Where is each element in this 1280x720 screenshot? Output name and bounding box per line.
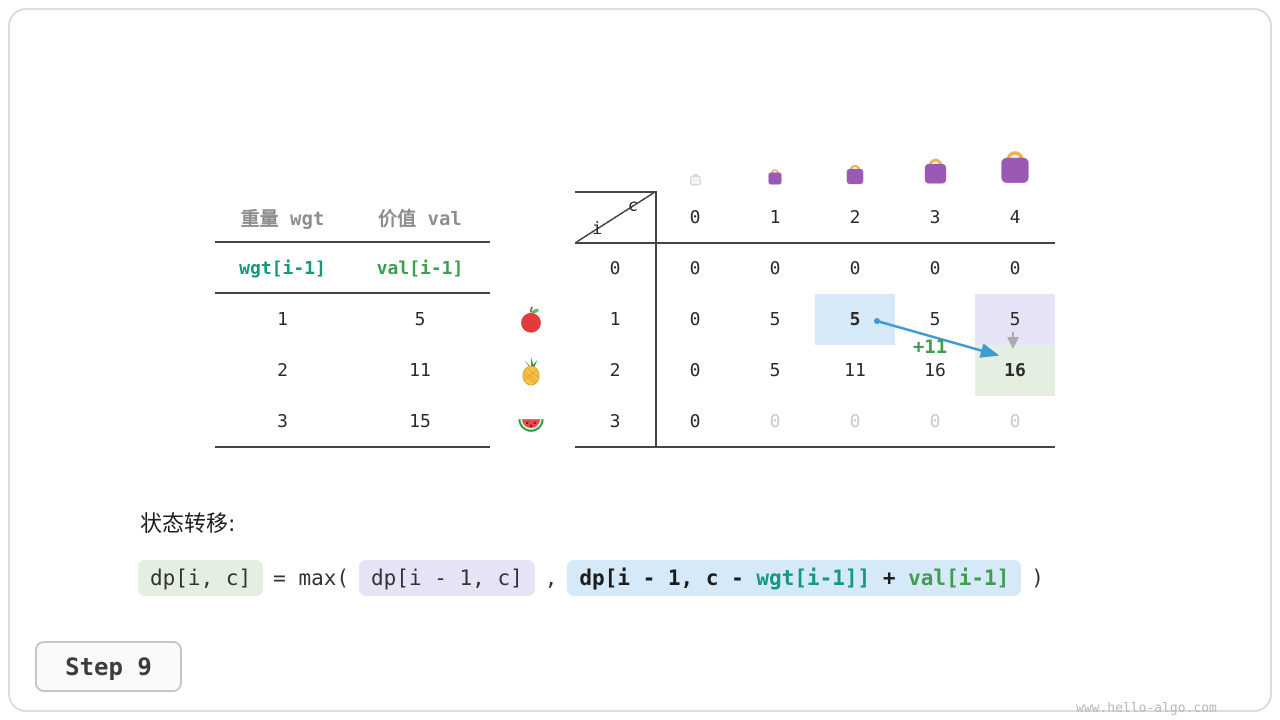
value-col-header: 价值 val	[378, 208, 462, 230]
divider	[215, 292, 490, 294]
item-weight: 1	[277, 309, 288, 330]
formula-closing: )	[1031, 566, 1044, 590]
dp-col-header: 4	[1009, 207, 1021, 228]
watermark: www.hello-algo.com	[1076, 701, 1217, 716]
dp-cell-above-highlight: 5	[975, 294, 1055, 345]
divider	[575, 191, 655, 193]
item-value: 11	[409, 360, 431, 381]
dp-cell: 5	[929, 309, 941, 330]
dp-row-label: 3	[609, 411, 621, 432]
dp-cell: 5	[769, 360, 781, 381]
dp-cell: 16	[924, 360, 946, 381]
dp-cell: 11	[844, 360, 866, 381]
dp-cell: 0	[689, 258, 701, 279]
bag-small-icon	[768, 169, 782, 185]
divider	[655, 191, 657, 447]
dp-table: c i 0 1 2 3 4 0 0 0 0 0 0 1 0 5 5 5 5 2 …	[575, 192, 1055, 447]
dp-cell: 5	[769, 309, 781, 330]
weight-col-header: 重量 wgt	[240, 208, 325, 230]
formula-option-take: dp[i - 1, c - wgt[i-1]] + val[i-1]	[567, 560, 1022, 596]
dp-col-header: 3	[929, 207, 941, 228]
corner-label-i: i	[592, 219, 603, 239]
capacity-icons-row	[655, 128, 1055, 186]
divider	[575, 242, 1055, 244]
dp-cell: 0	[929, 258, 941, 279]
dp-cell-pending: 0	[1009, 411, 1021, 432]
divider	[575, 446, 1055, 448]
dp-cell-pending: 0	[849, 411, 861, 432]
formula-take-val: val[i-1]	[908, 566, 1010, 590]
transition-formula: dp[i, c] = max( dp[i - 1, c] , dp[i - 1,…	[138, 560, 1044, 596]
divider	[215, 241, 490, 243]
formula-option-keep: dp[i - 1, c]	[359, 560, 535, 596]
val-var-label: val[i-1]	[376, 258, 464, 279]
dp-cell: 0	[689, 309, 701, 330]
dp-cell: 0	[849, 258, 861, 279]
watermelon-icon	[518, 419, 544, 432]
dp-col-header: 1	[769, 207, 781, 228]
pineapple-icon	[522, 356, 540, 386]
dp-cell: 0	[689, 360, 701, 381]
items-table: 重量 wgt 价值 val wgt[i-1] val[i-1] 1 5 2 11…	[215, 192, 490, 447]
bag-large-icon	[924, 158, 946, 184]
formula-take-wgt: wgt[i-1]]	[756, 566, 871, 590]
wgt-var-label: wgt[i-1]	[239, 258, 326, 279]
dp-cell-pending: 0	[769, 411, 781, 432]
dp-row-label: 2	[609, 360, 621, 381]
dp-row-label: 0	[609, 258, 621, 279]
dp-cell-pending: 0	[929, 411, 941, 432]
apple-icon	[521, 306, 541, 333]
step-badge: Step 9	[35, 641, 182, 692]
figure-border	[8, 8, 1272, 712]
item-weight: 3	[277, 411, 288, 432]
dp-row-label: 1	[609, 309, 621, 330]
dp-cell-source-highlight: 5	[815, 294, 895, 345]
dp-cell: 0	[769, 258, 781, 279]
formula-operator: = max(	[273, 566, 350, 590]
bag-empty-icon	[689, 174, 701, 186]
dp-cell: 0	[689, 411, 701, 432]
formula-take-prefix: dp[i - 1, c -	[579, 566, 757, 590]
dp-corner-cell: c i	[575, 192, 655, 243]
item-value: 15	[409, 411, 431, 432]
transition-heading: 状态转移:	[140, 512, 236, 537]
corner-label-c: c	[627, 196, 638, 216]
dp-cell-current-highlight: 16	[975, 345, 1055, 396]
divider	[215, 446, 490, 448]
formula-take-plus: +	[870, 566, 909, 590]
dp-cell: 0	[1009, 258, 1021, 279]
dp-col-header: 0	[689, 207, 701, 228]
formula-lhs: dp[i, c]	[138, 560, 264, 596]
transition-annotation: +11	[912, 336, 948, 358]
bag-xlarge-icon	[1001, 151, 1029, 183]
item-weight: 2	[277, 360, 288, 381]
item-value: 5	[414, 309, 426, 330]
formula-separator: ,	[544, 566, 558, 590]
bag-medium-icon	[846, 164, 864, 185]
dp-col-header: 2	[849, 207, 861, 228]
